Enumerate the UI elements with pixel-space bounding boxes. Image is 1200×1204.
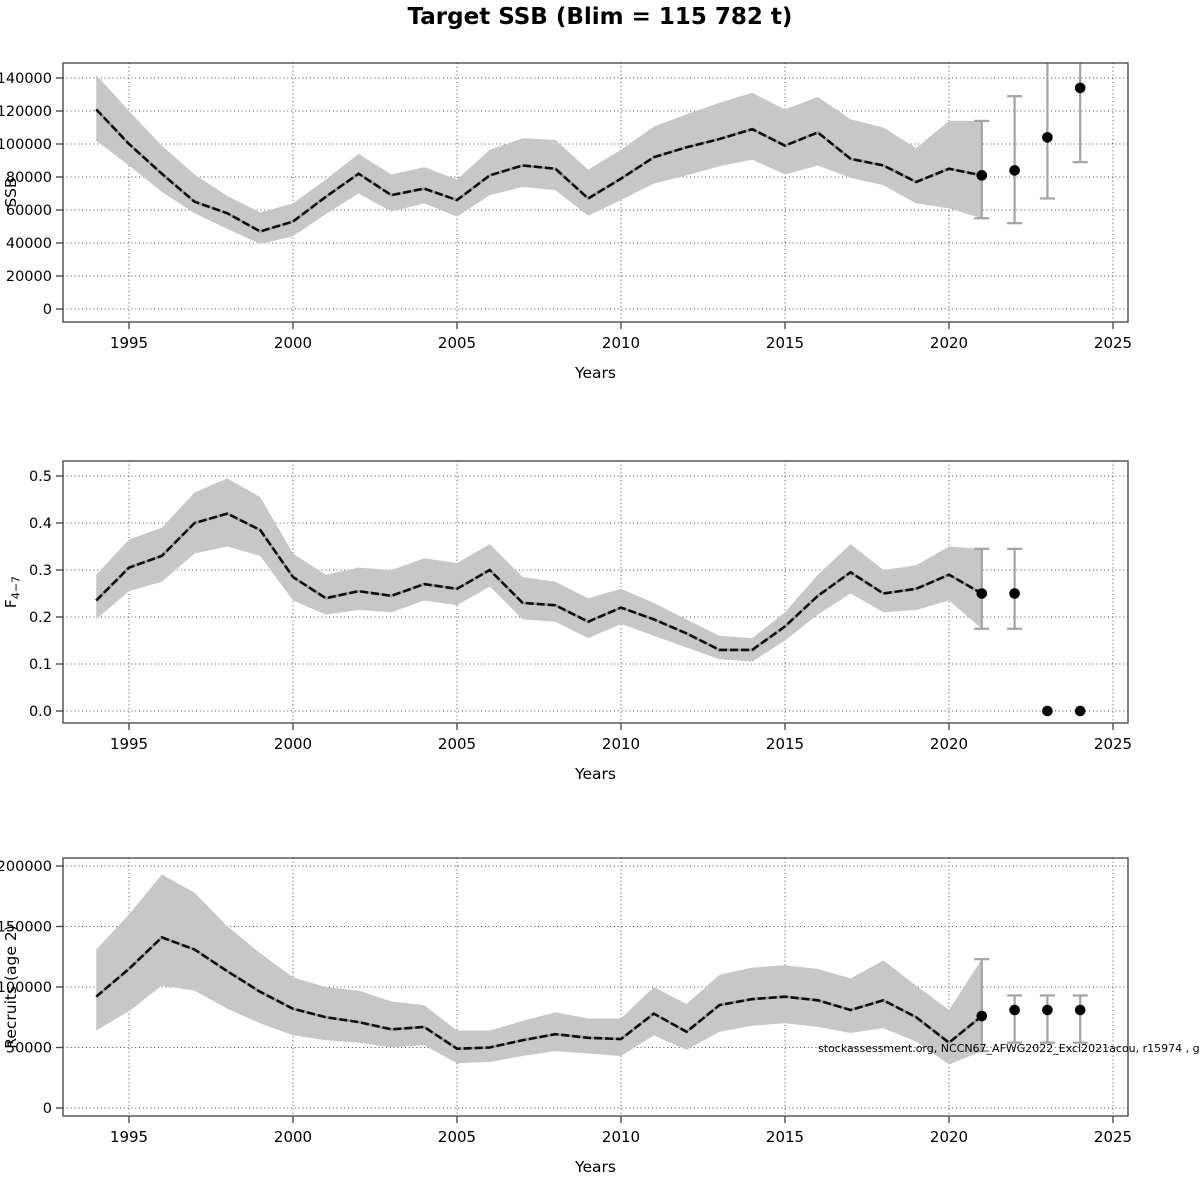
x-tick-label: 2000 <box>274 334 312 352</box>
y-tick-label: 150000 <box>0 920 52 936</box>
confidence-band <box>96 478 982 662</box>
y-tick-label: 0.0 <box>29 704 52 720</box>
forecast-dot <box>1009 588 1020 599</box>
tick-marks <box>56 77 1114 329</box>
x-tick-label: 2015 <box>766 1128 804 1146</box>
x-tick-label: 2020 <box>930 1128 968 1146</box>
forecast-error-bars <box>974 958 1088 1053</box>
y-tick-label: 60000 <box>6 203 52 219</box>
chart-title: Target SSB (Blim = 115 782 t) <box>407 4 793 30</box>
confidence-band <box>96 74 982 244</box>
forecast-error-bars <box>974 63 1088 225</box>
x-tick-label: 2000 <box>274 1128 312 1146</box>
x-tick-label: 2015 <box>766 735 804 753</box>
x-axis-title: Years <box>574 364 616 382</box>
x-tick-label: 2025 <box>1094 1128 1132 1146</box>
confidence-band <box>96 874 982 1065</box>
x-tick-label: 2000 <box>274 735 312 753</box>
forecast-dot <box>976 170 988 181</box>
x-tick-label: 2005 <box>438 1128 476 1146</box>
y-tick-label: 20000 <box>6 269 52 285</box>
y-tick-label: 50000 <box>6 1041 52 1057</box>
forecast-dots <box>976 1004 1086 1022</box>
x-axis-title: Years <box>574 1158 616 1176</box>
forecast-dot <box>976 588 988 599</box>
x-axis-title: Years <box>574 765 616 783</box>
y-axis-title: SSB <box>2 177 20 207</box>
y-tick-label: 100000 <box>0 137 52 153</box>
forecast-dot <box>1074 705 1086 717</box>
x-tick-label: 1995 <box>110 334 148 352</box>
forecast-dot <box>1042 1004 1053 1016</box>
x-tick-label: 2010 <box>602 735 640 753</box>
x-tick-label: 2020 <box>930 334 968 352</box>
y-axis-title: F4−7 <box>2 576 23 608</box>
x-tick-label: 2020 <box>930 735 968 753</box>
forecast-dots <box>976 82 1086 181</box>
y-tick-label: 0.4 <box>29 516 52 532</box>
y-tick-label: 140000 <box>0 71 52 87</box>
f-panel: 1995 2000 2005 2010 2015 2020 2025 0.0 0.1 0.2 0.3… <box>2 460 1132 783</box>
x-tick-label: 2015 <box>766 334 804 352</box>
x-tick-label: 2010 <box>602 334 640 352</box>
panel-border <box>62 62 1129 323</box>
chart-title-bar: Target SSB (Blim = 115 782 t) <box>0 4 1200 30</box>
forecast-dots <box>976 588 1086 717</box>
estimate-line <box>95 108 983 233</box>
y-tick-label: 0.2 <box>29 610 52 626</box>
y-tick-label: 0 <box>43 1101 52 1117</box>
x-tick-label: 2010 <box>602 1128 640 1146</box>
forecast-dot <box>1009 1004 1020 1016</box>
y-tick-label: 120000 <box>0 104 52 120</box>
y-tick-label: 100000 <box>0 980 52 996</box>
x-tick-label: 1995 <box>110 1128 148 1146</box>
forecast-dot <box>1042 132 1053 143</box>
x-tick-label: 1995 <box>110 735 148 753</box>
x-tick-label: 2025 <box>1094 735 1132 753</box>
y-tick-label: 0.3 <box>29 563 52 579</box>
y-tick-label: 0.1 <box>29 657 52 673</box>
panel-border <box>62 460 1129 724</box>
estimate-line <box>95 512 983 652</box>
forecast-dot <box>1074 82 1086 94</box>
x-tick-label: 2005 <box>438 334 476 352</box>
forecast-dot <box>1074 1004 1086 1016</box>
forecast-dot <box>976 1010 988 1022</box>
ssb-panel: 1995 2000 2005 2010 2015 2020 2025 0 20000 40000 6… <box>0 62 1132 382</box>
y-tick-label: 80000 <box>6 170 52 186</box>
x-tick-label: 2025 <box>1094 334 1132 352</box>
y-axis-title: Recruits (age 2) <box>2 925 20 1048</box>
x-tick-label: 2005 <box>438 735 476 753</box>
y-tick-label: 0.5 <box>29 469 52 485</box>
tick-marks <box>56 475 1114 730</box>
forecast-dot <box>1042 705 1053 717</box>
estimate-line <box>95 935 983 1051</box>
provenance-annotation: stockassessment.org, NCCN67_AFWG2022_Exc… <box>818 1042 1200 1055</box>
y-tick-label: 200000 <box>0 859 52 875</box>
recruits-panel: 1995 2000 2005 2010 2015 2020 2025 0 50000 100000… <box>0 857 1132 1176</box>
y-tick-label: 0 <box>43 302 52 318</box>
y-tick-label: 40000 <box>6 236 52 252</box>
forecast-dot <box>1009 165 1020 176</box>
tick-marks <box>56 865 1114 1123</box>
